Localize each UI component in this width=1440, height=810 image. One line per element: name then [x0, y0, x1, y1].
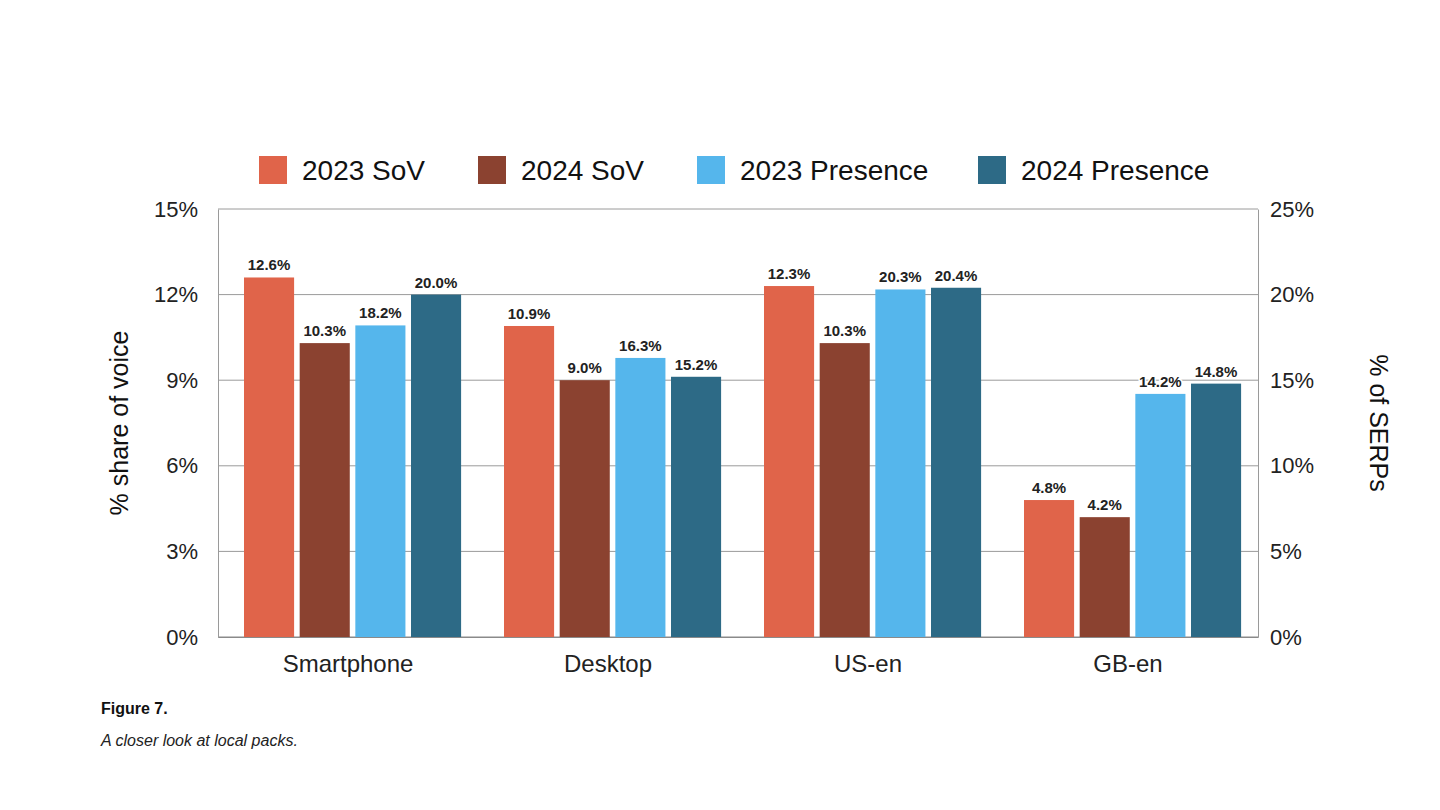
data-label: 10.9%	[508, 305, 551, 322]
tick: 15%	[1258, 368, 1314, 393]
tick: 12%	[154, 282, 218, 307]
series	[411, 288, 1241, 637]
data-label: 9.0%	[568, 359, 602, 376]
data-label: 18.2%	[359, 304, 402, 321]
data-label: 10.3%	[823, 322, 866, 339]
data-label: 14.8%	[1195, 363, 1238, 380]
tick-label: Desktop	[564, 650, 652, 677]
bar	[355, 325, 405, 637]
tick-label: 0%	[1270, 625, 1302, 650]
tick: 0%	[166, 625, 218, 650]
tick: 5%	[1258, 539, 1302, 564]
bar	[1191, 384, 1241, 637]
tick-label: 25%	[1270, 197, 1314, 222]
tick: 0%	[1258, 625, 1302, 650]
data-label: 15.2%	[675, 356, 718, 373]
tick: 3%	[166, 539, 218, 564]
chart: 12.6% 10.9% 12.3% 4.8% 10.3% 9.0% 10.3% 4.2% 18.…	[0, 0, 1440, 810]
tick-label: 15%	[1270, 368, 1314, 393]
axis-title: % share of voice	[105, 331, 133, 516]
legend: 2023 SoV 2024 SoV 2023 Presence 2024 Presen…	[259, 155, 1209, 186]
tick-label: 0%	[166, 625, 198, 650]
data-label: 10.3%	[303, 322, 346, 339]
grid-line	[218, 209, 1258, 210]
bar	[300, 343, 350, 637]
tick-label: 10%	[1270, 453, 1314, 478]
data-label: 12.3%	[768, 265, 811, 282]
axis-title: % of SERPs	[1365, 354, 1393, 492]
grid	[218, 209, 1258, 637]
series	[244, 277, 1074, 637]
bar	[1135, 394, 1185, 637]
bar	[875, 289, 925, 637]
tick: Desktop	[564, 637, 652, 677]
tick: US-en	[834, 637, 902, 677]
x-axis: Smartphone Desktop US-en GB-en	[219, 637, 1259, 677]
bar	[764, 286, 814, 637]
tick: 10%	[1258, 453, 1314, 478]
tick-label: GB-en	[1093, 650, 1162, 677]
bar	[504, 326, 554, 637]
data-label: 12.6%	[248, 256, 291, 273]
tick-label: 6%	[166, 453, 198, 478]
tick: 20%	[1258, 282, 1314, 307]
tick: 9%	[166, 368, 218, 393]
bar	[244, 277, 294, 637]
data-label: 20.0%	[415, 274, 458, 291]
bar	[820, 343, 870, 637]
tick-label: Smartphone	[283, 650, 414, 677]
tick: 15%	[154, 197, 218, 222]
bar	[615, 358, 665, 637]
tick-label: 20%	[1270, 282, 1314, 307]
subtitle: A closer look at local packs.	[100, 732, 298, 749]
tick-label: 15%	[154, 197, 198, 222]
tick: Smartphone	[283, 637, 414, 677]
bar	[1024, 500, 1074, 637]
bar	[931, 288, 981, 637]
data-label: 4.2%	[1088, 496, 1122, 513]
bar	[1080, 517, 1130, 637]
legend-item: 2024 Presence	[978, 155, 1209, 186]
bar	[560, 380, 610, 637]
tick-label: 12%	[154, 282, 198, 307]
legend-item: 2023 Presence	[697, 155, 928, 186]
axis-line	[1258, 210, 1259, 638]
data-labels: 12.6% 10.9% 12.3% 4.8% 10.3% 9.0% 10.3% 4.2% 18.…	[248, 256, 1238, 513]
legend-label: 2023 SoV	[302, 155, 425, 186]
series	[355, 289, 1185, 637]
tick-label: 3%	[166, 539, 198, 564]
legend-swatch	[978, 156, 1006, 184]
tick: 25%	[1258, 197, 1314, 222]
tick-label: 9%	[166, 368, 198, 393]
bar	[411, 295, 461, 637]
data-label: 14.2%	[1139, 373, 1182, 390]
data-label: 20.4%	[935, 267, 978, 284]
legend-swatch	[259, 156, 287, 184]
axis-line	[218, 210, 219, 638]
legend-item: 2023 SoV	[259, 155, 425, 186]
legend-label: 2023 Presence	[740, 155, 928, 186]
legend-item: 2024 SoV	[478, 155, 644, 186]
title: Figure 7.	[101, 700, 168, 717]
data-label: 16.3%	[619, 337, 662, 354]
data-label: 4.8%	[1032, 479, 1066, 496]
y2-axis: 0% 5% 10% 15% 20% 25%	[1258, 197, 1314, 650]
legend-label: 2024 Presence	[1021, 155, 1209, 186]
tick: GB-en	[1093, 637, 1162, 677]
data-label: 20.3%	[879, 268, 922, 285]
y-axis: 0% 3% 6% 9% 12% 15%	[154, 197, 219, 650]
tick-label: 5%	[1270, 539, 1302, 564]
bar	[671, 377, 721, 637]
axis-line	[219, 637, 1259, 638]
grid-line	[218, 294, 1258, 295]
legend-label: 2024 SoV	[521, 155, 644, 186]
legend-swatch	[697, 156, 725, 184]
tick-label: US-en	[834, 650, 902, 677]
tick: 6%	[166, 453, 218, 478]
bars	[244, 277, 1241, 637]
legend-swatch	[478, 156, 506, 184]
